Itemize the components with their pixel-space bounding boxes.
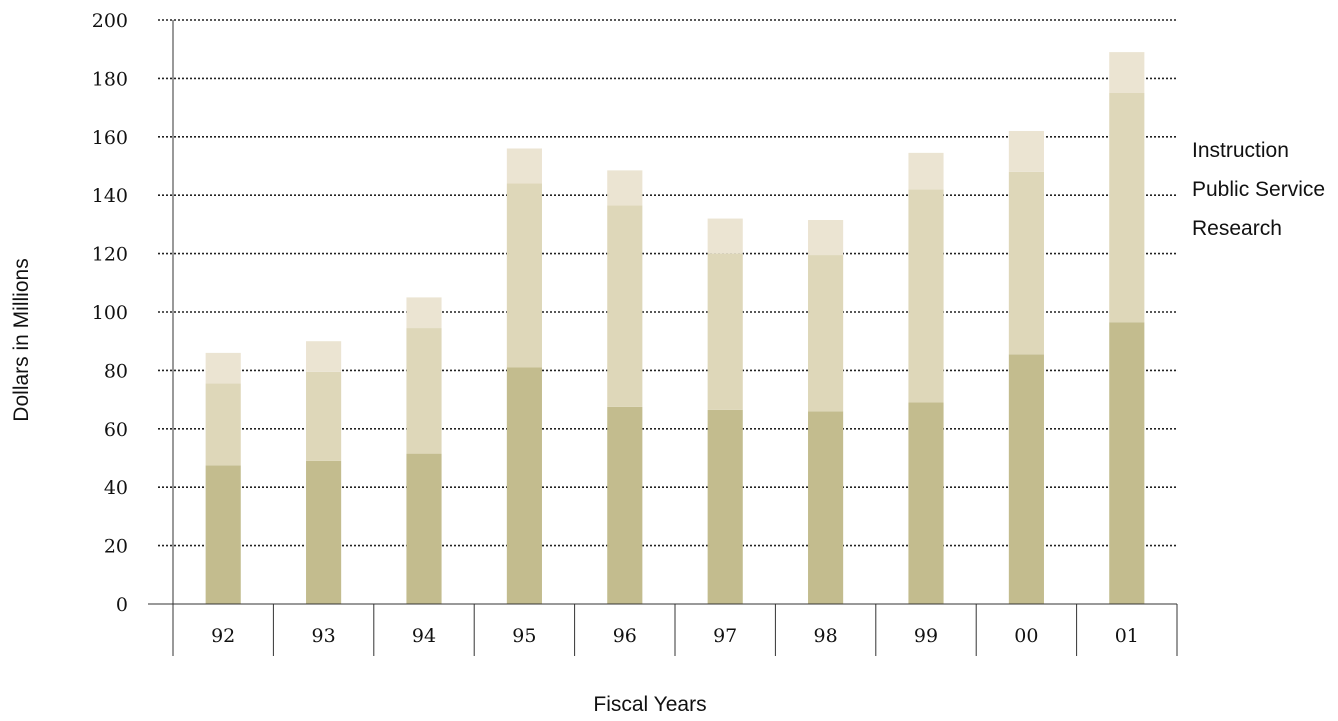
- y-tick-label: 140: [92, 185, 128, 207]
- x-tick-label: 01: [1115, 625, 1139, 647]
- x-axis-label: Fiscal Years: [593, 693, 706, 716]
- bar-instruction-92: [205, 352, 241, 384]
- legend-label-public-service: Public Service: [1192, 178, 1325, 201]
- y-tick-label: 200: [92, 10, 128, 32]
- legend-label-research: Research: [1192, 217, 1282, 240]
- x-tick-label: 94: [412, 625, 436, 647]
- bar-public-service-97: [707, 253, 743, 410]
- bar-research-01: [1109, 322, 1145, 604]
- bar-instruction-97: [707, 218, 743, 254]
- bar-public-service-99: [908, 189, 944, 403]
- y-tick-label: 160: [92, 127, 128, 149]
- axes: [148, 20, 1178, 656]
- x-tick-label: 96: [613, 625, 637, 647]
- bar-instruction-93: [306, 341, 342, 372]
- x-tick-labels: 92 93 94 95 96 97 98 99 00 01: [211, 625, 1139, 647]
- y-tick-label: 20: [104, 536, 128, 558]
- bar-research-96: [607, 406, 643, 604]
- x-tick-label: 97: [713, 625, 737, 647]
- bars: [205, 52, 1145, 604]
- bar-instruction-01: [1109, 52, 1145, 93]
- x-tick-label: 95: [512, 625, 536, 647]
- bar-public-service-94: [406, 328, 442, 454]
- legend: Instruction Public Service Research: [1192, 139, 1325, 240]
- y-tick-label: 40: [104, 477, 128, 499]
- y-tick-label: 0: [116, 594, 128, 616]
- bar-research-93: [306, 460, 342, 604]
- bar-research-97: [707, 409, 743, 604]
- bar-public-service-92: [205, 383, 241, 466]
- bar-instruction-95: [506, 148, 542, 184]
- bar-research-99: [908, 402, 944, 604]
- x-tick-label: 99: [914, 625, 938, 647]
- y-tick-label: 120: [92, 244, 128, 266]
- bar-research-94: [406, 453, 442, 604]
- bar-public-service-93: [306, 371, 342, 461]
- bar-instruction-00: [1008, 130, 1044, 172]
- bar-research-00: [1008, 354, 1044, 604]
- y-axis-label: Dollars in Millions: [10, 258, 33, 421]
- bar-public-service-01: [1109, 93, 1145, 323]
- bar-public-service-00: [1008, 171, 1044, 355]
- y-tick-label: 180: [92, 68, 128, 90]
- x-tick-label: 00: [1014, 625, 1038, 647]
- y-tick-labels: 0 20 40 60 80 100 120 140 160 180 200: [92, 10, 128, 616]
- bar-public-service-98: [808, 255, 844, 412]
- x-tick-label: 92: [211, 625, 235, 647]
- y-tick-label: 80: [104, 360, 128, 382]
- bar-research-92: [205, 465, 241, 604]
- bar-instruction-96: [607, 170, 643, 206]
- bar-instruction-94: [406, 297, 442, 329]
- bar-public-service-95: [506, 183, 542, 368]
- x-tick-label: 98: [814, 625, 838, 647]
- bar-instruction-99: [908, 152, 944, 190]
- y-tick-label: 100: [92, 302, 128, 324]
- bar-public-service-96: [607, 205, 643, 407]
- bar-research-98: [808, 411, 844, 604]
- x-tick-label: 93: [312, 625, 336, 647]
- bar-instruction-98: [808, 220, 844, 256]
- bar-research-95: [506, 367, 542, 604]
- legend-label-instruction: Instruction: [1192, 139, 1289, 162]
- y-tick-label: 60: [104, 419, 128, 441]
